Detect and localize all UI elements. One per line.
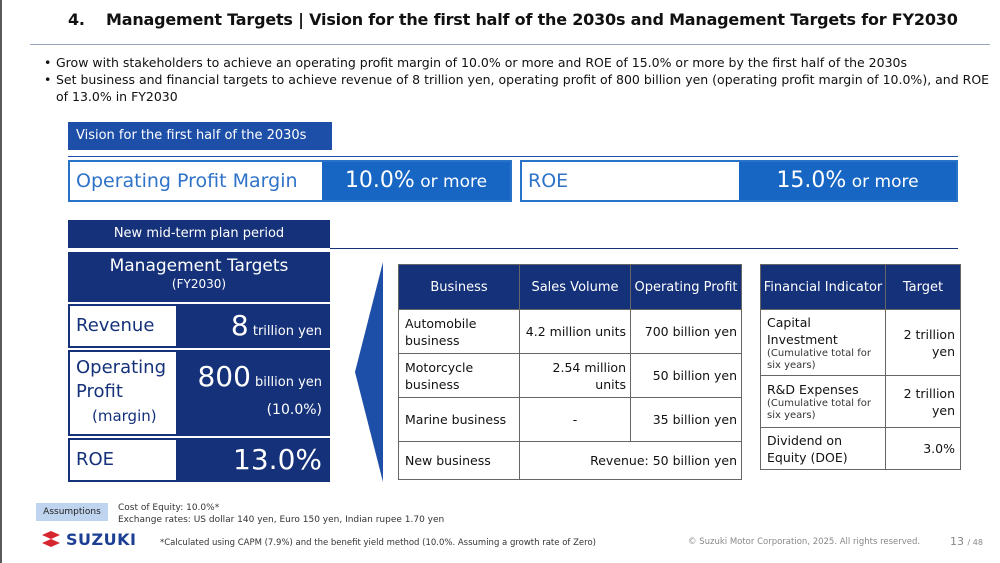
title-text: Management Targets | Vision for the firs…: [106, 10, 958, 29]
col-header-target: Target: [885, 264, 961, 310]
copyright: © Suzuki Motor Corporation, 2025. All ri…: [688, 537, 921, 547]
vision-roe-suffix: or more: [846, 172, 919, 192]
cell-volume: 2.54 million units: [519, 353, 631, 398]
left-edge-bar: [0, 0, 2, 563]
bullet-1: Grow with stakeholders to achieve an ope…: [44, 54, 994, 71]
business-targets-table: Business Sales Volume Operating Profit A…: [398, 264, 742, 480]
indicator-note: (Cumulative total for six years): [767, 398, 871, 421]
op-label-line2: Profit: [76, 381, 123, 402]
vision-roe-box: ROE 15.0% or more: [520, 160, 958, 202]
cell-profit: 50 billion yen: [630, 353, 742, 398]
period-heading: New mid-term plan period: [68, 220, 330, 248]
cell-business: Marine business: [398, 397, 520, 442]
revenue-label: Revenue: [68, 304, 178, 348]
arrow-chevron: [355, 262, 383, 482]
vision-opm-box: Operating Profit Margin 10.0% or more: [68, 160, 512, 202]
indicator-name: R&D Expenses: [767, 382, 859, 397]
vision-opm-suffix: or more: [414, 172, 488, 192]
table-header-row: Financial Indicator Target: [760, 264, 961, 310]
cell-indicator: Dividend on Equity (DOE): [760, 427, 886, 470]
op-margin: (10.0%): [266, 402, 322, 418]
suzuki-logo: SUZUKI: [40, 530, 136, 549]
op-number: 800: [197, 360, 251, 393]
cell-volume: -: [519, 397, 631, 442]
mt-row-revenue: Revenue 8 trillion yen: [68, 304, 330, 348]
table-row: Marine business - 35 billion yen: [398, 397, 742, 442]
cell-target: 3.0%: [885, 427, 961, 470]
section-number: 4.: [68, 10, 85, 29]
bullet-list: Grow with stakeholders to achieve an ope…: [44, 54, 994, 105]
vision-roe-value: 15.0% or more: [739, 162, 956, 200]
cell-target: 2 trillion yen: [885, 375, 961, 428]
cell-profit: 700 billion yen: [630, 309, 742, 354]
op-unit: billion yen: [250, 375, 322, 390]
revenue-unit: trillion yen: [248, 324, 322, 339]
cell-target: 2 trillion yen: [885, 309, 961, 376]
roe-label: ROE: [68, 438, 178, 482]
indicator-note: (Cumulative total for six years): [767, 347, 871, 371]
table-row: Automobile business 4.2 million units 70…: [398, 309, 742, 354]
cell-volume: 4.2 million units: [519, 309, 631, 354]
op-label-line1: Operating: [76, 357, 166, 378]
vision-roe-label: ROE: [528, 170, 569, 192]
cell-business: Automobile business: [398, 309, 520, 354]
page-total: / 48: [967, 538, 983, 547]
vision-opm-value: 10.0% or more: [322, 162, 510, 200]
cell-business: New business: [398, 441, 520, 480]
table-row: Motorcycle business 2.54 million units 5…: [398, 353, 742, 398]
op-label: Operating Profit (margin): [68, 350, 178, 436]
mt-title-text: Management Targets: [109, 256, 289, 276]
cell-business: Motorcycle business: [398, 353, 520, 398]
assumption-exchange-rates: Exchange rates: US dollar 140 yen, Euro …: [118, 515, 445, 525]
assumptions-text: Cost of Equity: 10.0%* Exchange rates: U…: [118, 502, 444, 526]
title-divider: [30, 44, 990, 45]
page-title: 4. Management Targets | Vision for the fi…: [68, 10, 958, 29]
cell-merged-revenue: Revenue: 50 billion yen: [519, 441, 742, 480]
mt-subtitle: (FY2030): [171, 277, 227, 291]
table-header-row: Business Sales Volume Operating Profit: [398, 264, 742, 310]
assumptions-badge: Assumptions: [36, 503, 108, 521]
management-targets-title: Management Targets (FY2030): [68, 252, 330, 302]
indicator-name: Capital Investment: [767, 314, 838, 347]
table-row: New business Revenue: 50 billion yen: [398, 441, 742, 480]
bullet-2: Set business and financial targets to ac…: [44, 71, 994, 105]
logo-text: SUZUKI: [66, 530, 137, 549]
vision-divider: [68, 156, 958, 157]
page-current: 13: [950, 535, 964, 548]
op-label-line3: (margin): [92, 407, 157, 425]
table-row: R&D Expenses (Cumulative total for six y…: [760, 375, 961, 428]
cell-indicator: R&D Expenses (Cumulative total for six y…: [760, 375, 886, 428]
assumption-cost-of-equity: Cost of Equity: 10.0%*: [118, 503, 220, 513]
op-value: 800 billion yen (10.0%): [178, 350, 330, 436]
vision-opm-label: Operating Profit Margin: [76, 170, 298, 192]
col-header-profit: Operating Profit: [630, 264, 742, 310]
cell-indicator: Capital Investment (Cumulative total for…: [760, 309, 886, 376]
revenue-number: 8: [230, 309, 249, 342]
cell-profit: 35 billion yen: [630, 397, 742, 442]
suzuki-s-mark-icon: [42, 531, 60, 547]
page-number: 13 / 48: [950, 535, 983, 548]
col-header-indicator: Financial Indicator: [760, 264, 886, 310]
vision-roe-number: 15.0%: [776, 168, 847, 193]
footnote: *Calculated using CAPM (7.9%) and the be…: [160, 538, 596, 548]
financial-targets-table: Financial Indicator Target Capital Inves…: [760, 264, 961, 470]
period-divider: [330, 248, 958, 249]
vision-opm-number: 10.0%: [344, 168, 415, 193]
table-row: Dividend on Equity (DOE) 3.0%: [760, 427, 961, 470]
roe-value: 13.0%: [178, 438, 330, 482]
mt-row-operating-profit: Operating Profit (margin) 800 billion ye…: [68, 350, 330, 436]
col-header-volume: Sales Volume: [519, 264, 631, 310]
table-row: Capital Investment (Cumulative total for…: [760, 309, 961, 376]
vision-heading: Vision for the first half of the 2030s: [68, 122, 332, 150]
col-header-business: Business: [398, 264, 520, 310]
revenue-value: 8 trillion yen: [178, 304, 330, 348]
mt-row-roe: ROE 13.0%: [68, 438, 330, 482]
